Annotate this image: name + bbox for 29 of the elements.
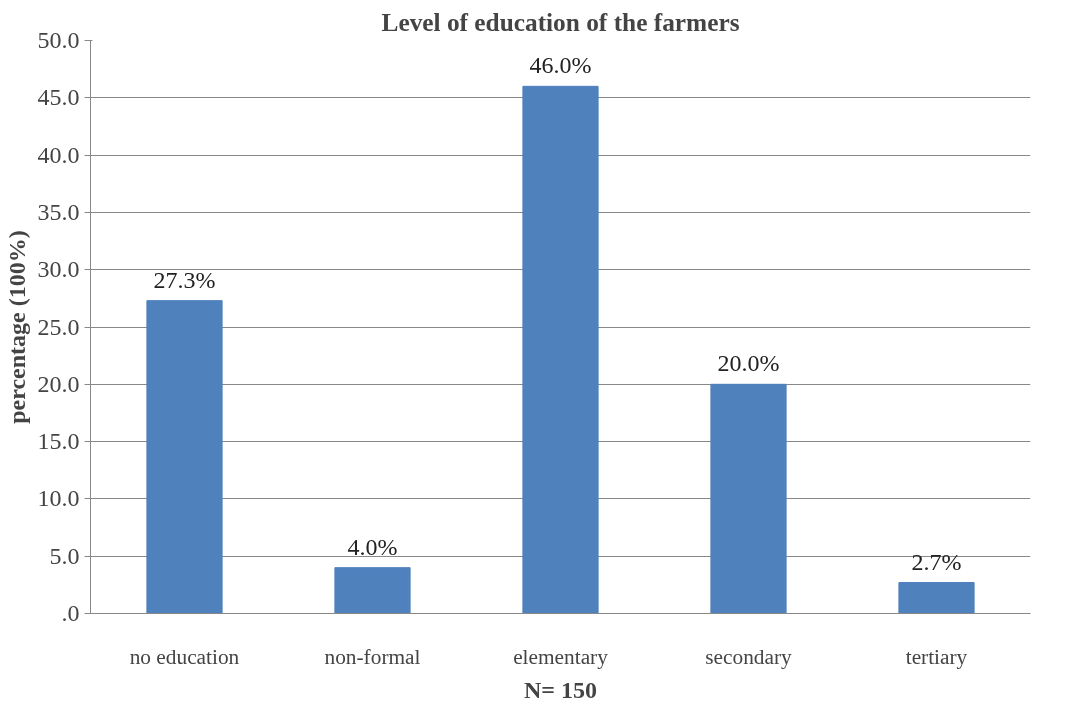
bar: [710, 383, 787, 614]
y-tick-label: 35.0: [37, 198, 80, 225]
y-tick-label: 30.0: [37, 256, 80, 283]
y-tick-label: 5.0: [49, 542, 80, 569]
x-tick-label: tertiary: [905, 644, 968, 669]
y-tick-label: 50.0: [37, 27, 80, 53]
data-label: 4.0%: [347, 533, 398, 560]
y-tick-label: .0: [61, 600, 80, 626]
x-axis-title: N= 150: [524, 676, 598, 703]
x-tick-label: no education: [129, 644, 240, 669]
y-tick-label: 45.0: [37, 84, 80, 111]
bar: [146, 300, 223, 614]
y-tick-label: 10.0: [37, 485, 80, 512]
y-tick-label: 20.0: [37, 370, 80, 397]
x-tick-label: non-formal: [324, 644, 421, 669]
bar: [522, 85, 599, 614]
data-label: 27.3%: [153, 266, 216, 293]
data-label: 2.7%: [911, 548, 962, 575]
y-axis-title: percentage (100%): [3, 230, 30, 424]
chart-title: Level of education of the farmers: [381, 7, 740, 36]
y-tick-label: 25.0: [37, 313, 80, 340]
y-tick-label: 15.0: [37, 428, 80, 455]
bar: [898, 582, 975, 614]
bar: [334, 567, 411, 614]
x-tick-label: secondary: [705, 644, 793, 669]
x-tick-label: elementary: [513, 644, 609, 669]
data-label: 20.0%: [717, 350, 780, 377]
y-tick-label: 40.0: [37, 141, 80, 168]
data-label: 46.0%: [529, 52, 592, 79]
